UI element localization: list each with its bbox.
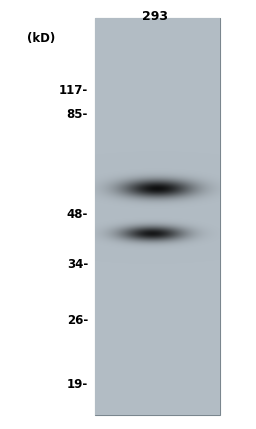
Text: 117-: 117-	[59, 84, 88, 97]
Text: 293: 293	[142, 10, 168, 23]
Text: 19-: 19-	[67, 378, 88, 392]
Ellipse shape	[100, 100, 160, 160]
Bar	[95, 18, 220, 415]
Text: 48-: 48-	[67, 208, 88, 221]
Text: 26-: 26-	[67, 314, 88, 326]
Text: 85-: 85-	[67, 109, 88, 121]
Text: 34-: 34-	[67, 259, 88, 272]
Text: (kD): (kD)	[27, 32, 55, 45]
